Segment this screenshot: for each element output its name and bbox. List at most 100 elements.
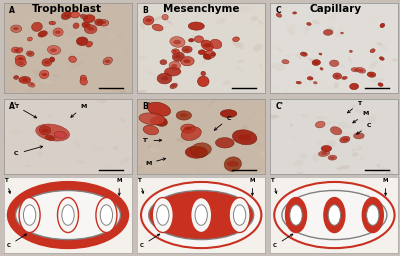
Ellipse shape (120, 90, 126, 95)
Ellipse shape (309, 77, 312, 79)
Ellipse shape (378, 83, 383, 86)
Ellipse shape (101, 21, 106, 24)
Ellipse shape (227, 161, 239, 167)
Ellipse shape (368, 120, 376, 123)
Ellipse shape (211, 53, 216, 56)
Text: C: C (273, 234, 293, 248)
Ellipse shape (220, 110, 237, 118)
Ellipse shape (380, 23, 385, 28)
Ellipse shape (338, 130, 345, 135)
Ellipse shape (30, 87, 40, 95)
Circle shape (58, 198, 78, 232)
Ellipse shape (147, 145, 151, 148)
Ellipse shape (118, 34, 122, 40)
Ellipse shape (259, 151, 268, 158)
Ellipse shape (98, 19, 109, 26)
Circle shape (362, 198, 383, 232)
Ellipse shape (350, 83, 358, 90)
Ellipse shape (94, 24, 106, 31)
Ellipse shape (119, 158, 131, 164)
Ellipse shape (252, 102, 261, 109)
Ellipse shape (38, 151, 43, 156)
Text: A: A (9, 6, 15, 15)
Ellipse shape (170, 37, 185, 47)
Ellipse shape (296, 81, 301, 84)
Ellipse shape (144, 70, 156, 76)
Ellipse shape (374, 14, 379, 18)
Ellipse shape (31, 163, 36, 166)
Ellipse shape (228, 13, 238, 18)
Ellipse shape (77, 39, 86, 44)
Ellipse shape (13, 65, 21, 70)
Ellipse shape (274, 182, 394, 248)
Ellipse shape (268, 44, 280, 51)
Ellipse shape (164, 82, 168, 86)
Ellipse shape (236, 67, 243, 71)
Ellipse shape (30, 18, 39, 21)
Ellipse shape (359, 69, 364, 72)
Ellipse shape (190, 35, 196, 45)
Ellipse shape (31, 130, 37, 133)
Ellipse shape (86, 41, 92, 47)
Ellipse shape (170, 83, 177, 89)
Ellipse shape (50, 48, 57, 52)
Ellipse shape (371, 170, 379, 176)
Ellipse shape (156, 37, 164, 42)
Ellipse shape (367, 19, 374, 24)
Ellipse shape (335, 75, 339, 77)
Ellipse shape (247, 168, 262, 172)
Ellipse shape (126, 8, 134, 16)
Text: T: T (271, 178, 277, 193)
Ellipse shape (14, 49, 18, 51)
Ellipse shape (166, 107, 170, 112)
Ellipse shape (293, 12, 296, 14)
Ellipse shape (40, 70, 49, 79)
Ellipse shape (337, 63, 345, 68)
Ellipse shape (147, 66, 152, 69)
Text: B': B' (142, 102, 150, 111)
Ellipse shape (170, 113, 179, 118)
Ellipse shape (147, 157, 160, 160)
Ellipse shape (49, 163, 58, 168)
Ellipse shape (370, 78, 385, 82)
Ellipse shape (355, 110, 364, 113)
Ellipse shape (182, 54, 192, 62)
Ellipse shape (222, 80, 231, 85)
Ellipse shape (188, 39, 194, 42)
Ellipse shape (120, 117, 124, 122)
Ellipse shape (55, 27, 60, 29)
Ellipse shape (28, 82, 35, 87)
Ellipse shape (88, 89, 97, 96)
Ellipse shape (287, 55, 290, 57)
Ellipse shape (106, 170, 110, 175)
Ellipse shape (204, 56, 209, 58)
Ellipse shape (232, 130, 257, 145)
Ellipse shape (353, 120, 366, 122)
Ellipse shape (143, 125, 159, 135)
Ellipse shape (137, 56, 148, 59)
Ellipse shape (270, 85, 277, 90)
Ellipse shape (112, 127, 117, 131)
Ellipse shape (76, 37, 88, 46)
Ellipse shape (371, 55, 377, 60)
Ellipse shape (28, 52, 32, 55)
Ellipse shape (190, 46, 198, 49)
Ellipse shape (312, 60, 320, 66)
Ellipse shape (11, 88, 19, 92)
Ellipse shape (22, 78, 28, 82)
Ellipse shape (27, 68, 36, 70)
Ellipse shape (16, 108, 25, 115)
Text: T': T' (142, 138, 162, 143)
Text: C: C (140, 234, 160, 248)
Ellipse shape (308, 23, 310, 25)
Ellipse shape (192, 119, 198, 123)
Ellipse shape (119, 6, 126, 13)
Text: M: M (353, 111, 369, 123)
Ellipse shape (254, 144, 261, 147)
Ellipse shape (198, 50, 205, 55)
Ellipse shape (188, 89, 198, 93)
Ellipse shape (338, 27, 344, 31)
Ellipse shape (182, 6, 192, 13)
Ellipse shape (12, 139, 22, 146)
Text: M: M (383, 178, 388, 195)
